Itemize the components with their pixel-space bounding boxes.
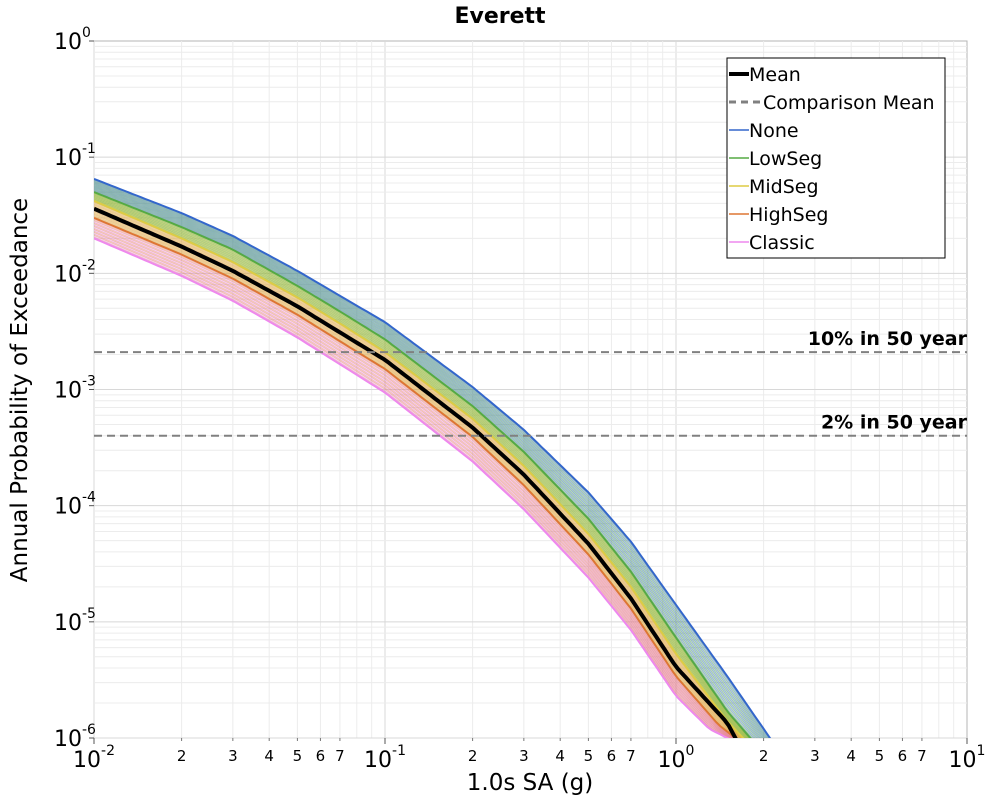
branch-curve <box>94 197 747 738</box>
x-tick-label: 100 <box>658 743 695 773</box>
x-tick-label: 101 <box>949 743 986 773</box>
x-minor-tick-label: 7 <box>626 747 636 765</box>
branch-curve <box>94 182 766 738</box>
y-axis-ticks: 100 10-1 10-2 10-3 10-4 10-5 10-6 <box>54 25 96 752</box>
y-tick-label: 10-1 <box>54 141 96 171</box>
branch-curve <box>94 183 765 738</box>
branch-curve <box>94 195 748 738</box>
x-minor-tick-label: 3 <box>810 747 820 765</box>
x-tick-label: 10-1 <box>364 743 406 773</box>
series-line-highseg <box>94 216 737 738</box>
y-axis-label: Annual Probability of Exceedance <box>7 198 33 582</box>
branch-curve <box>94 198 746 738</box>
x-tick-label: 10-2 <box>73 743 115 773</box>
branch-curve <box>94 201 744 738</box>
branch-curve <box>94 205 743 738</box>
x-minor-tick-label: 2 <box>468 747 478 765</box>
branch-curve <box>94 179 770 738</box>
x-minor-tick-label: 4 <box>846 747 856 765</box>
branch-curve <box>94 224 735 738</box>
x-minor-tick-label: 6 <box>898 747 908 765</box>
series-line-mean <box>94 206 738 738</box>
x-minor-tick-label: 2 <box>759 747 769 765</box>
branch-curve <box>94 184 764 738</box>
branch-curve <box>94 204 743 738</box>
branch-curve <box>94 194 750 738</box>
y-tick-label: 10-2 <box>54 257 96 287</box>
y-tick-label: 10-3 <box>54 374 96 404</box>
series-lines <box>94 177 772 738</box>
branch-curve <box>94 222 736 738</box>
branch-curve <box>94 213 739 738</box>
series-line-lowseg <box>94 191 752 738</box>
series-line-classic <box>94 237 730 738</box>
branch-curve <box>94 230 733 738</box>
legend-box <box>726 57 946 259</box>
branch-curve <box>94 185 762 738</box>
x-minor-tick-label: 5 <box>293 747 303 765</box>
legend-label: None <box>749 120 799 142</box>
branch-curve <box>94 189 755 738</box>
branch-curve <box>94 194 749 738</box>
x-minor-tick-label: 5 <box>584 747 594 765</box>
branch-curve <box>94 193 750 738</box>
branch-curve <box>94 223 736 738</box>
branch-curve <box>94 227 734 738</box>
y-tick-label: 10-5 <box>54 606 96 636</box>
series-line-none <box>94 177 772 738</box>
legend-label: MidSeg <box>749 176 819 198</box>
x-minor-tick-label: 2 <box>177 747 187 765</box>
branch-curve <box>94 232 732 738</box>
legend-label: Classic <box>749 232 815 254</box>
branch-curve <box>94 220 737 738</box>
branch-curve <box>94 212 740 738</box>
legend-label: Comparison Mean <box>763 92 935 114</box>
x-minor-tick-label: 6 <box>316 747 326 765</box>
branch-curve <box>94 235 731 738</box>
branch-curve <box>94 185 761 738</box>
branch-curve <box>94 215 739 738</box>
legend-label: HighSeg <box>749 204 828 226</box>
x-minor-tick-label: 5 <box>875 747 885 765</box>
x-minor-tick-label: 7 <box>917 747 927 765</box>
legend-label: LowSeg <box>749 148 822 170</box>
y-tick-label: 10-4 <box>54 490 96 520</box>
x-minor-tick-label: 7 <box>335 747 345 765</box>
reference-line-label: 2% in 50 year <box>821 412 968 434</box>
x-minor-tick-label: 4 <box>555 747 565 765</box>
branch-curve <box>94 203 744 738</box>
legend: Mean Comparison Mean None LowSeg MidSeg HighS… <box>726 57 946 259</box>
branch-curve <box>94 187 758 738</box>
x-axis-label: 1.0s SA (g) <box>467 770 594 796</box>
legend-label: Mean <box>749 64 801 86</box>
branch-curve <box>94 188 756 738</box>
branch-curve <box>94 219 737 738</box>
branch-curve <box>94 196 748 738</box>
branch-curve <box>94 226 735 738</box>
series-line-midseg <box>94 199 745 738</box>
branch-curve <box>94 181 768 738</box>
branch-curve <box>94 195 749 738</box>
x-minor-tick-label: 3 <box>519 747 529 765</box>
branch-curve <box>94 180 769 738</box>
x-minor-tick-label: 4 <box>264 747 274 765</box>
x-minor-tick-label: 3 <box>228 747 238 765</box>
branch-curve <box>94 233 732 738</box>
reference-line-label: 10% in 50 year <box>808 328 968 350</box>
branch-curve <box>94 192 751 738</box>
branch-curve <box>94 197 747 738</box>
branch-curve <box>94 186 759 738</box>
y-tick-label: 10-6 <box>54 722 96 752</box>
y-tick-label: 100 <box>54 25 91 55</box>
branch-curve <box>94 229 734 738</box>
reference-lines: 10% in 50 year 2% in 50 year <box>94 328 968 437</box>
x-minor-tick-label: 6 <box>607 747 617 765</box>
chart-title: Everett <box>454 4 546 29</box>
